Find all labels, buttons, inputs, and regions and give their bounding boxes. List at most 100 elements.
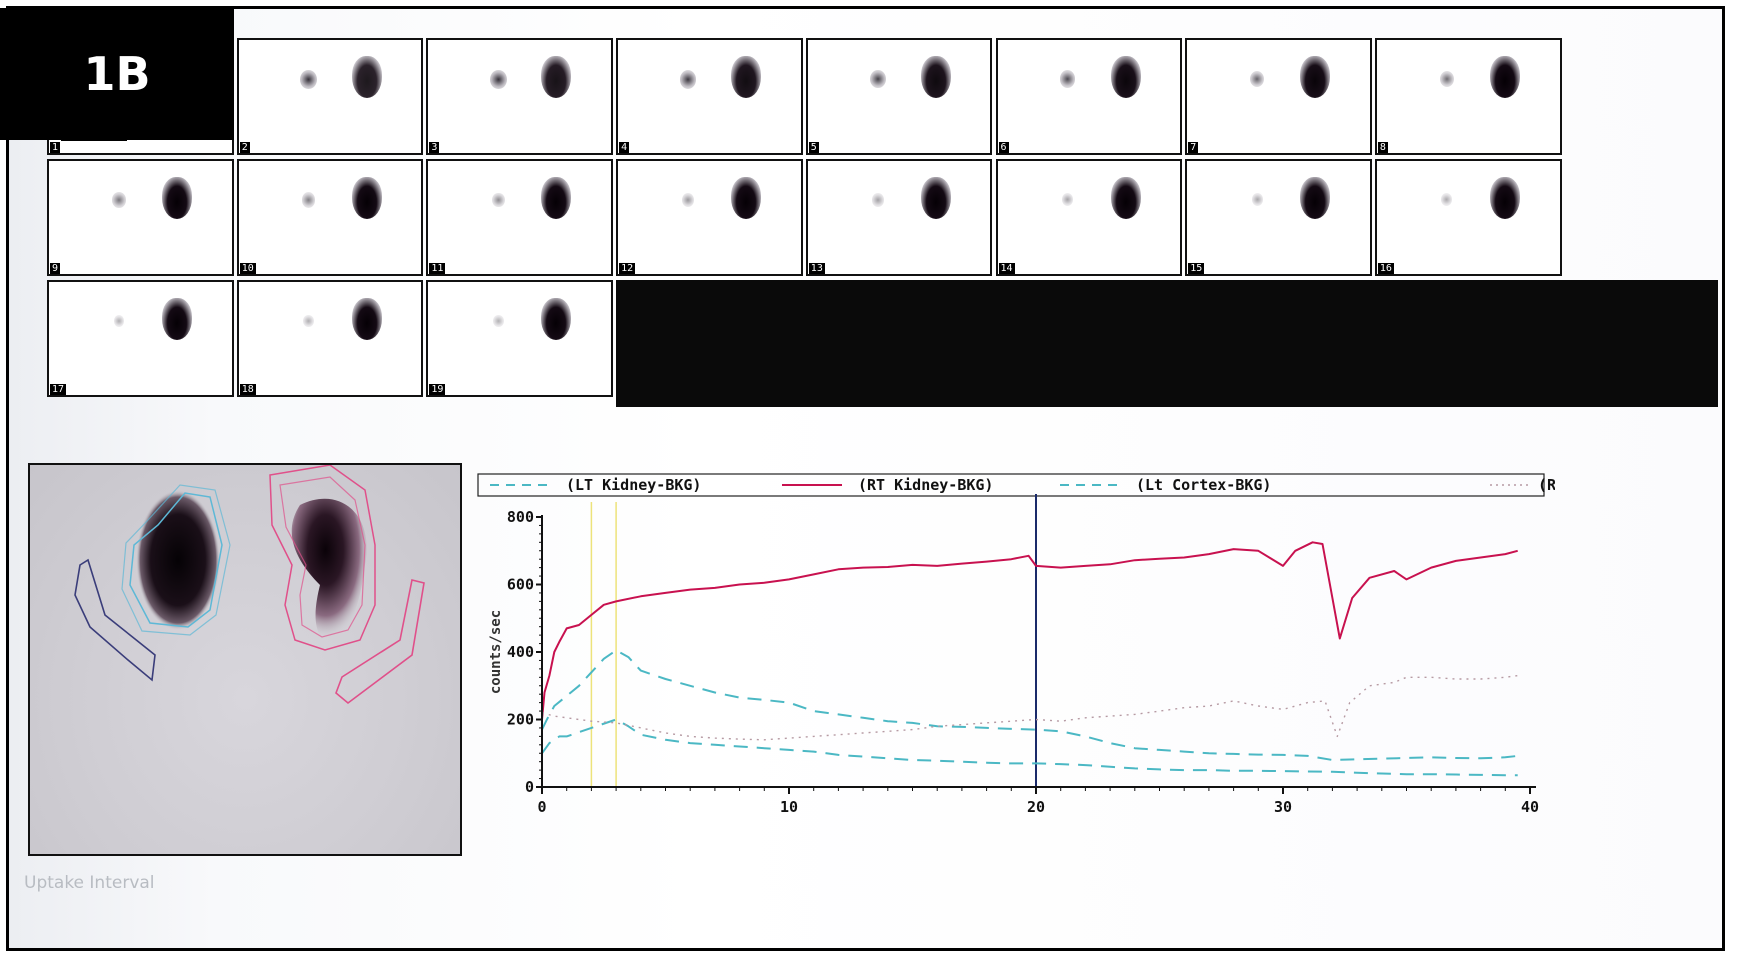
left-kidney-blob [1441, 193, 1453, 207]
y-tick-label: 400 [507, 643, 534, 661]
y-tick-label: 0 [525, 778, 534, 796]
x-tick-label: 10 [780, 798, 798, 816]
figure-border [6, 6, 1725, 951]
dynamic-frame: 12 [616, 159, 803, 276]
dynamic-frame: 9 [47, 159, 234, 276]
dynamic-frame: 5 [805, 38, 993, 155]
frame-number: 10 [239, 263, 256, 274]
left-kidney-blob [303, 314, 315, 328]
right-kidney-blob [162, 177, 192, 219]
dynamic-frame: 3 [426, 38, 614, 155]
right-kidney-blob [541, 177, 572, 219]
left-kidney-blob [871, 193, 884, 207]
renogram-chart: (LT Kidney-BKG) (RT Kidney-BKG) (Lt Cortex… [477, 473, 1555, 816]
dynamic-frame: 11 [426, 159, 614, 276]
right-kidney-blob [351, 298, 382, 340]
frame-number: 3 [429, 142, 440, 153]
chart-axes: 0200400600800010203040minFunctioncounts/… [488, 508, 1539, 816]
frame-number: 9 [50, 263, 61, 274]
frame-number: 1 [50, 142, 61, 153]
left-kidney-blob [1061, 193, 1074, 207]
right-kidney-blob [920, 56, 951, 98]
right-kidney-blob [1110, 56, 1141, 98]
frame-number: 4 [619, 142, 630, 153]
left-kidney-blob [492, 314, 504, 327]
left-kidney-blob [112, 192, 126, 208]
dynamic-frame: 2 [236, 38, 424, 155]
right-kidney-blob [351, 56, 382, 98]
panel-label: 1B [0, 8, 234, 140]
frame-number: 17 [50, 384, 67, 395]
rt-kidney-roi [269, 465, 376, 651]
dynamic-frame: 6 [995, 38, 1183, 155]
right-kidney-blob [1300, 177, 1331, 219]
dynamic-frame: 8 [1374, 38, 1562, 155]
legend-box [477, 473, 1545, 497]
frame-number: 8 [1377, 142, 1388, 153]
series-line [541, 674, 1518, 741]
dynamic-frame: 19 [426, 280, 614, 397]
frame-number: 5 [808, 142, 819, 153]
left-kidney-blob [1251, 193, 1263, 207]
left-kidney-blob [300, 69, 318, 89]
left-kidney-blob [492, 192, 505, 208]
roi-summed-image [28, 463, 462, 856]
series-line [541, 718, 1518, 777]
dynamic-frames-grid: 12 min/frame2345678910111213141516171819 [47, 38, 1730, 454]
dynamic-frame: 14 [995, 159, 1183, 276]
legend-label: (RT Cortex-BKG) [1538, 476, 1555, 494]
left-kidney-blob [679, 69, 697, 89]
dynamic-frame: 17 [47, 280, 234, 397]
x-tick-label: 30 [1274, 798, 1292, 816]
y-tick-label: 200 [507, 711, 534, 729]
dynamic-frame: 4 [616, 38, 803, 155]
frame-number: 13 [808, 263, 825, 274]
dynamic-frame: 7 [1185, 38, 1372, 155]
frame-number: 2 [239, 142, 250, 153]
right-kidney-blob [162, 298, 192, 340]
dynamic-frame: 10 [236, 159, 424, 276]
right-kidney-blob [351, 177, 382, 219]
left-kidney-blob [682, 193, 695, 207]
legend-label: (RT Kidney-BKG) [858, 476, 993, 494]
left-kidney-blob [113, 314, 125, 328]
right-kidney-uptake [291, 498, 367, 645]
frame-number: 18 [239, 384, 256, 395]
frame-number: 6 [998, 142, 1009, 153]
lt-background-roi [74, 558, 156, 682]
right-kidney-blob [541, 56, 572, 98]
legend-label: (LT Kidney-BKG) [566, 476, 701, 494]
empty-frames-region [616, 280, 1718, 407]
dynamic-frame: 13 [805, 159, 993, 276]
lt-kidney-roi [129, 492, 223, 628]
frame-number: 7 [1188, 142, 1199, 153]
frame-number: 12 [619, 263, 636, 274]
plot-area [541, 494, 1518, 787]
x-tick-label: 20 [1027, 798, 1045, 816]
left-kidney-blob [869, 70, 886, 89]
left-kidney-blob [1059, 70, 1076, 89]
right-kidney-blob [731, 56, 762, 98]
y-tick-label: 600 [507, 576, 534, 594]
lt-cortex-roi [121, 484, 231, 636]
dynamic-frame: 18 [236, 280, 424, 397]
chart-legend: (LT Kidney-BKG) (RT Kidney-BKG) (Lt Cortex… [477, 473, 1555, 497]
x-tick-label: 0 [537, 798, 546, 816]
left-kidney-blob [302, 192, 316, 208]
series-line [541, 541, 1518, 720]
left-kidney-blob [1249, 70, 1265, 88]
x-tick-label: 40 [1521, 798, 1539, 816]
right-kidney-blob [920, 177, 951, 219]
frame-number: 14 [998, 263, 1015, 274]
y-axis-label: counts/sec [488, 610, 504, 694]
right-kidney-blob [1489, 56, 1520, 98]
series-line [541, 649, 1518, 761]
left-kidney-blob [1439, 71, 1454, 88]
frame-number: 11 [429, 263, 446, 274]
rt-cortex-roi [279, 476, 366, 638]
right-kidney-blob [1110, 177, 1141, 219]
frame-number: 15 [1188, 263, 1205, 274]
right-kidney-blob [1489, 177, 1520, 219]
right-kidney-blob [1300, 56, 1331, 98]
right-kidney-blob [541, 298, 572, 340]
